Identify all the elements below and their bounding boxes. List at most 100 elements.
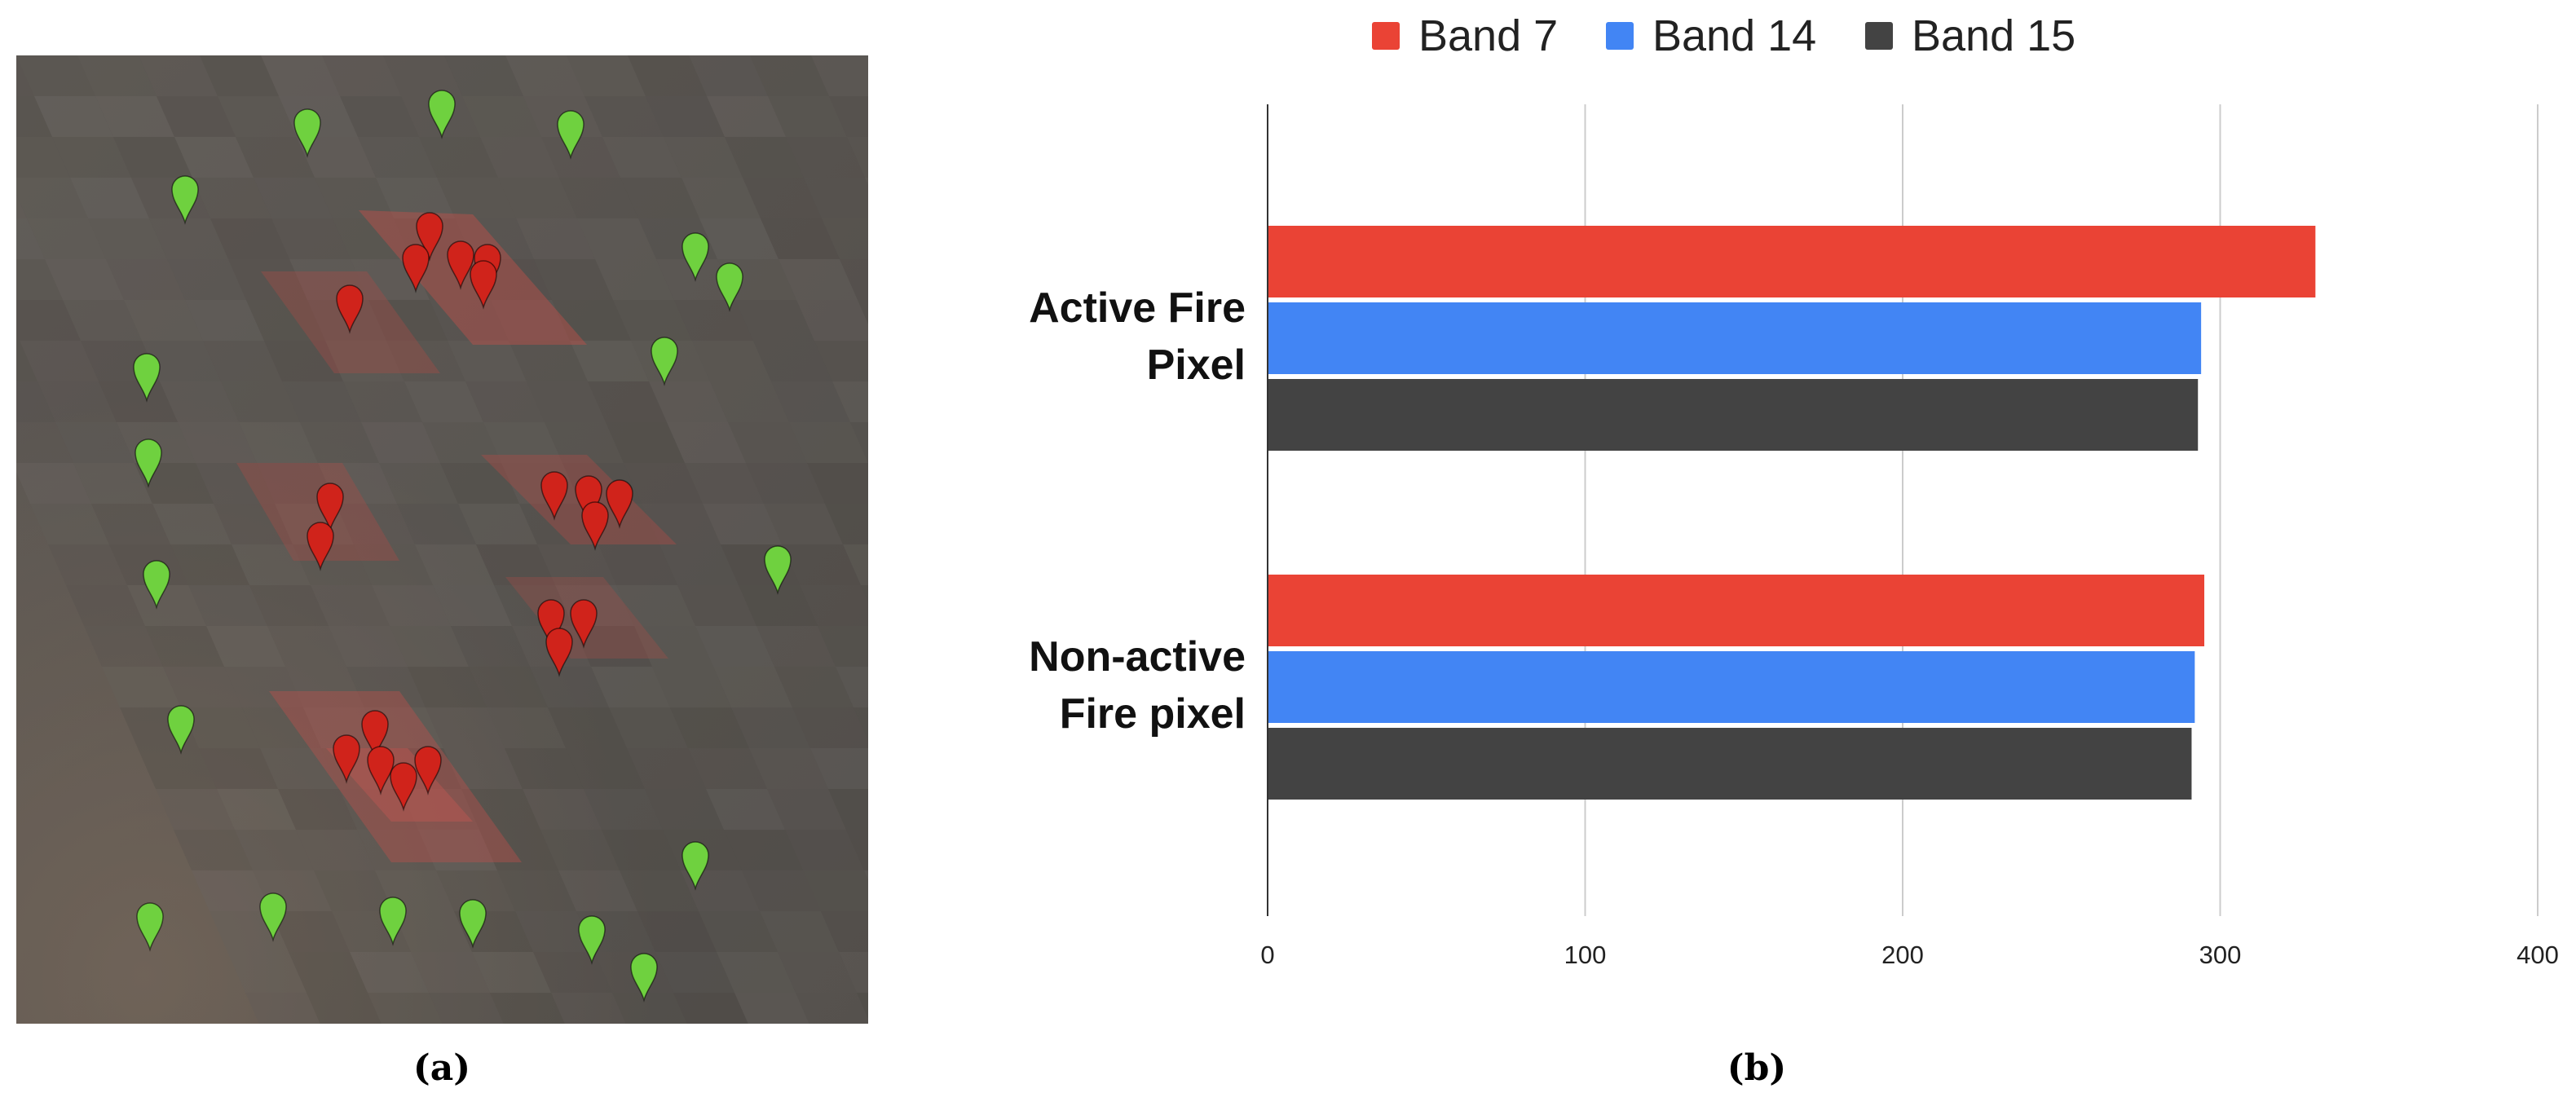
fire-marker-icon [581, 501, 609, 551]
map-tile [498, 178, 577, 218]
map-tile [333, 218, 412, 259]
map-tile [379, 463, 458, 504]
non-fire-marker-icon [630, 953, 658, 1002]
map-tile [523, 789, 602, 830]
map-tile [483, 422, 562, 463]
map-tile [185, 300, 264, 341]
map-tile [16, 194, 27, 218]
map-tile [540, 830, 620, 870]
map-tile [340, 96, 419, 137]
x-tick-label: 300 [2199, 941, 2242, 969]
map-tile [245, 993, 320, 1024]
map-tile [750, 55, 829, 96]
map-tile [534, 259, 613, 300]
map-tile [163, 667, 242, 707]
map-tile [329, 626, 408, 667]
map-tile [861, 585, 868, 602]
legend-label-band-15: Band 15 [1912, 11, 2075, 60]
map-tile [386, 341, 465, 381]
category-label: Pixel [1147, 341, 1246, 389]
map-tile [469, 667, 548, 707]
map-tile [297, 137, 376, 178]
map-tile [854, 707, 868, 741]
map-tile [588, 381, 667, 422]
map-tile [681, 870, 760, 911]
map-tile [77, 55, 157, 96]
map-tile [537, 544, 616, 585]
map-tile [139, 55, 218, 96]
map-tile [357, 830, 436, 870]
category-label: Non-active [1029, 633, 1246, 681]
map-tile [124, 300, 203, 341]
map-tile [731, 707, 810, 748]
map-tile [839, 952, 868, 993]
map-tile [271, 911, 350, 952]
map-tile [400, 789, 479, 830]
non-fire-marker-icon [557, 110, 584, 160]
map-tile [829, 96, 868, 137]
map-tile [778, 952, 857, 993]
legend-label-band-14: Band 14 [1652, 11, 1816, 60]
non-fire-marker-icon [681, 232, 709, 282]
map-tile [591, 667, 670, 707]
map-tile [322, 55, 401, 96]
map-tile [63, 300, 142, 341]
map-tile [612, 993, 687, 1024]
map-tile [573, 626, 652, 667]
map-tile [443, 748, 523, 789]
map-tile [655, 952, 734, 993]
map-tile [217, 789, 296, 830]
map-tile [857, 993, 868, 1019]
map-tile [541, 137, 620, 178]
legend-label-band-7: Band 7 [1418, 11, 1558, 60]
non-fire-marker-icon [136, 902, 164, 952]
map-tile [282, 381, 361, 422]
chart-legend: Band 7 Band 14 Band 15 [1372, 11, 2075, 60]
map-tile [810, 748, 868, 789]
map-tile [429, 993, 504, 1024]
map-tile [16, 55, 34, 96]
category-label: Fire pixel [1060, 690, 1246, 738]
map-tile [858, 300, 868, 324]
map-tile [491, 300, 570, 341]
fire-marker-icon [307, 522, 334, 571]
map-tile [354, 544, 433, 585]
map-tile [271, 218, 351, 259]
map-tile [242, 707, 321, 748]
map-tile [530, 667, 609, 707]
map-tile [767, 789, 846, 830]
map-tile [390, 626, 469, 667]
map-tile [200, 55, 279, 96]
map-tile [774, 667, 854, 707]
map-tile [16, 259, 63, 300]
map-tile [548, 707, 627, 748]
map-tile [267, 626, 346, 667]
map-tile [689, 55, 768, 96]
map-tile [818, 626, 868, 667]
map-tile [782, 544, 861, 585]
fire-marker-icon [545, 628, 573, 677]
non-fire-marker-icon [651, 337, 678, 386]
map-tile [16, 96, 52, 137]
map-tile [336, 504, 415, 544]
map-tile [627, 748, 706, 789]
non-fire-marker-icon [578, 915, 606, 965]
map-tile [152, 504, 232, 544]
map-tile [232, 544, 311, 585]
map-tile [734, 993, 809, 1024]
map-tile [785, 830, 864, 870]
map-tile [106, 259, 185, 300]
map-tile [203, 341, 282, 381]
map-tile [214, 504, 293, 544]
map-tile [577, 218, 656, 259]
map-tile [199, 748, 278, 789]
map-tile [358, 137, 437, 178]
map-tile [677, 585, 756, 626]
non-fire-marker-icon [459, 899, 487, 949]
map-tile [451, 626, 530, 667]
map-tile [743, 178, 822, 218]
map-tile [246, 300, 325, 341]
legend-swatch-band-14 [1606, 22, 1634, 50]
non-fire-marker-icon [167, 705, 195, 755]
non-fire-marker-icon [171, 175, 199, 225]
